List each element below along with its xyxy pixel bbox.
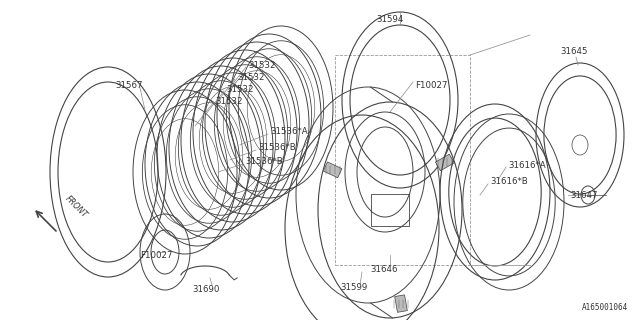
Text: 31536*B: 31536*B	[245, 157, 283, 166]
Text: 31532: 31532	[226, 84, 253, 93]
Text: 31690: 31690	[192, 285, 220, 294]
Text: 31599: 31599	[340, 284, 367, 292]
Bar	[323, 162, 342, 178]
Text: 31532: 31532	[237, 73, 264, 82]
Text: F10027: F10027	[140, 251, 173, 260]
Text: 31594: 31594	[376, 15, 404, 25]
Text: 31646: 31646	[370, 266, 397, 275]
Text: 31532: 31532	[248, 60, 275, 69]
Text: 31647: 31647	[570, 190, 598, 199]
Text: 31616*B: 31616*B	[490, 178, 528, 187]
Text: 31536*A: 31536*A	[270, 127, 308, 137]
Text: 31536*B: 31536*B	[258, 143, 296, 153]
Bar	[435, 154, 454, 171]
Text: A165001064: A165001064	[582, 303, 628, 312]
Text: 31567: 31567	[115, 81, 143, 90]
Text: FRONT: FRONT	[63, 194, 88, 220]
Text: 31645: 31645	[560, 47, 588, 57]
Text: 31616*A: 31616*A	[508, 161, 546, 170]
Text: 31532: 31532	[215, 97, 243, 106]
Bar	[395, 295, 407, 312]
Text: F10027: F10027	[415, 81, 447, 90]
